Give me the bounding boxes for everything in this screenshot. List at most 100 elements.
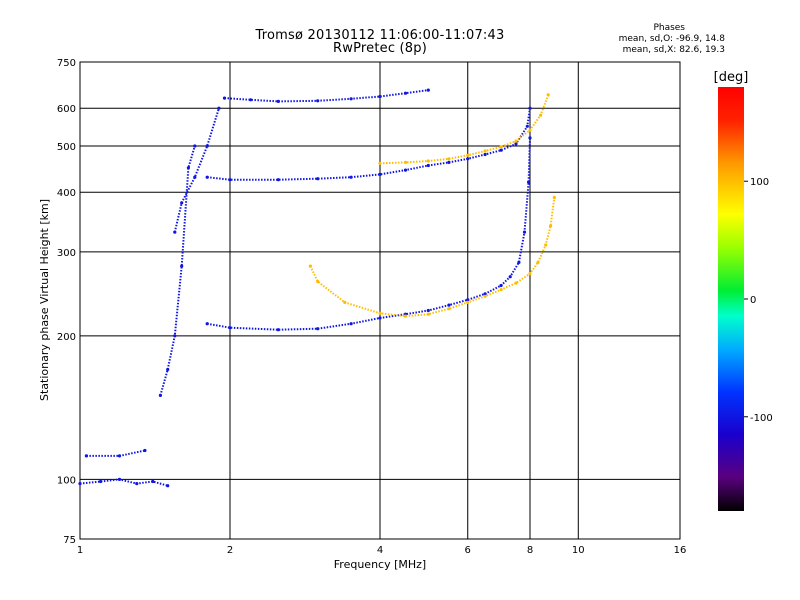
trace-point xyxy=(186,166,190,170)
trace-point xyxy=(528,128,532,132)
trace-group xyxy=(222,88,430,103)
trace-point xyxy=(508,275,512,279)
trace-point xyxy=(483,294,487,298)
trace-line xyxy=(159,145,196,396)
x-tick-label: 1 xyxy=(77,545,83,556)
axis-ticks: 1 2 4 6 8 10 16 75 100 200 300 400 500 600 750 xyxy=(57,58,686,556)
x-tick-label: 2 xyxy=(227,545,233,556)
trace-point xyxy=(544,243,548,247)
trace-point xyxy=(228,178,232,182)
trace-line xyxy=(224,89,429,103)
trace-point xyxy=(499,145,503,149)
trace-point xyxy=(426,163,430,168)
trace-point xyxy=(466,153,470,157)
trace-point xyxy=(378,161,382,165)
trace-point xyxy=(517,260,521,264)
trace-point xyxy=(180,201,184,205)
trace-point xyxy=(552,195,556,200)
colorbar-ticks: 100 0 -100 xyxy=(744,177,773,424)
trace-point xyxy=(193,144,197,148)
x-tick-label: 16 xyxy=(674,545,687,556)
trace-point xyxy=(426,88,430,92)
trace-point xyxy=(173,230,177,234)
trace-point xyxy=(349,97,353,101)
trace-point xyxy=(158,393,162,397)
trace-point xyxy=(349,322,353,326)
y-tick-label: 75 xyxy=(63,535,76,546)
trace-line xyxy=(309,197,556,318)
trace-point xyxy=(549,224,553,228)
trace-point xyxy=(180,264,184,268)
trace-point xyxy=(466,300,470,304)
trace-point xyxy=(514,139,518,143)
y-tick-label: 300 xyxy=(57,248,76,259)
y-tick-label: 200 xyxy=(57,332,76,343)
colorbar-label: [deg] xyxy=(714,70,749,85)
trace-point xyxy=(205,322,209,326)
trace-point xyxy=(308,264,312,268)
y-tick-label: 600 xyxy=(57,104,76,115)
trace-point xyxy=(447,307,451,311)
trace-point xyxy=(483,152,487,157)
phases-stat-x-mode: mean, sd,X: 82.6, 19.3 xyxy=(622,45,725,55)
trace-point xyxy=(546,93,550,97)
trace-point xyxy=(151,479,155,484)
trace-group xyxy=(205,106,532,182)
trace-point xyxy=(166,367,170,372)
trace-line xyxy=(79,478,168,487)
trace-point xyxy=(316,99,320,103)
y-tick-label: 500 xyxy=(57,142,76,153)
x-tick-label: 6 xyxy=(465,545,471,556)
trace-point xyxy=(426,159,430,163)
trace-point xyxy=(522,230,527,234)
trace-group xyxy=(173,106,221,234)
colorbar-tick-label: -100 xyxy=(750,413,773,424)
x-axis-label: Frequency [MHz] xyxy=(334,558,426,571)
colorbar-tick-label: 100 xyxy=(750,177,769,188)
chart-subtitle: RwPretec (8p) xyxy=(333,41,427,56)
trace-point xyxy=(525,124,529,128)
trace-line xyxy=(173,107,220,233)
trace-point xyxy=(135,482,139,486)
trace-point xyxy=(483,149,487,153)
trace-point xyxy=(466,157,470,161)
trace-point xyxy=(166,484,170,488)
trace-point xyxy=(349,175,353,179)
trace-point xyxy=(228,326,232,330)
trace-point xyxy=(276,328,280,332)
trace-point xyxy=(205,144,209,148)
x-tick-label: 10 xyxy=(572,545,585,556)
trace-point xyxy=(466,298,470,302)
trace-point xyxy=(378,311,382,315)
trace-group xyxy=(158,144,197,397)
trace-point xyxy=(447,157,451,161)
trace-point xyxy=(378,316,382,320)
trace-point xyxy=(316,177,320,181)
trace-group xyxy=(78,477,170,488)
trace-point xyxy=(117,454,122,458)
trace-point xyxy=(378,94,382,99)
trace-group xyxy=(84,448,147,458)
trace-point xyxy=(143,448,147,453)
trace-point xyxy=(528,272,532,276)
y-tick-label: 100 xyxy=(57,475,76,486)
trace-point xyxy=(78,482,82,486)
trace-point xyxy=(316,327,320,331)
trace-point xyxy=(403,314,408,318)
y-tick-label: 750 xyxy=(57,58,76,69)
colorbar xyxy=(718,87,744,511)
trace-point xyxy=(343,300,347,304)
y-tick-label: 400 xyxy=(57,188,76,199)
phases-stat-o-mode: mean, sd,O: -96.9, 14.8 xyxy=(618,34,725,44)
trace-point xyxy=(499,283,503,288)
trace-point xyxy=(514,142,518,146)
trace-point xyxy=(528,106,532,110)
chart-title: Tromsø 20130112 11:06:00-11:07:43 xyxy=(255,28,505,43)
trace-point xyxy=(527,180,531,184)
trace-point xyxy=(426,312,430,316)
trace-point xyxy=(528,136,532,140)
trace-point xyxy=(173,334,177,338)
data-traces xyxy=(78,88,556,488)
